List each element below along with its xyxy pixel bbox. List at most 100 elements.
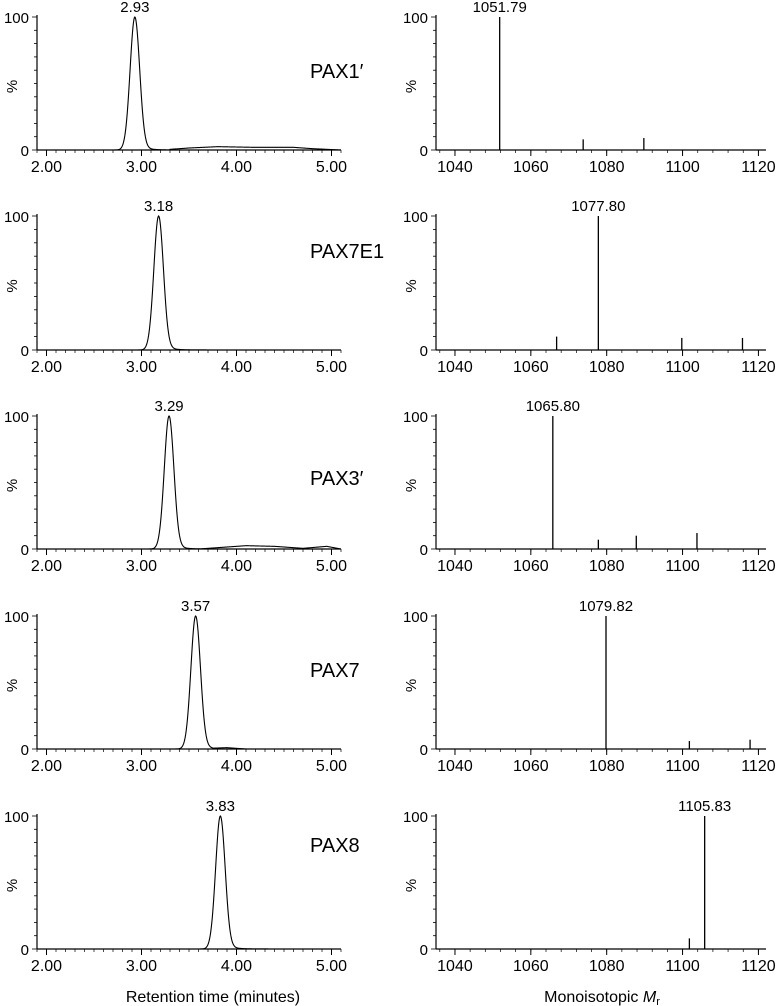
spectrum-xtick-label: 1120 (741, 958, 776, 975)
spectrum-xtick-label: 1120 (741, 359, 776, 376)
chromatogram-xtick-label: 4.00 (221, 758, 252, 775)
spectrum-xtick-label: 1080 (589, 359, 625, 376)
chromatogram-xtick-label: 4.00 (221, 558, 252, 575)
chromatogram-ytick-label: 0 (21, 542, 29, 559)
spectrum-ytick-label: 100 (403, 209, 428, 226)
chromatogram-xtick-label: 3.00 (126, 159, 157, 176)
chromatogram-xtick-label: 4.00 (221, 958, 252, 975)
spectrum-peak-label: 1079.82 (579, 598, 633, 615)
chromatogram-ylabel: % (4, 80, 21, 93)
sample-label: PAX3′ (310, 468, 364, 490)
chromatogram-ylabel: % (4, 879, 21, 892)
chromatogram-xtick-label: 3.00 (126, 758, 157, 775)
row-1: 0 100% 2.00 3.00 4.00 5.00 2.93 PAX1′ 0 100% 1040 1… (4, 0, 776, 176)
chromatogram-xtick-label: 2.00 (31, 958, 62, 975)
spectrum-xtick-label: 1060 (513, 958, 549, 975)
chromatogram-ytick-label: 100 (4, 609, 29, 626)
x-axis-title-retention: Retention time (minutes) (126, 989, 300, 1006)
chromatogram-trace (37, 16, 342, 151)
chromatogram-trace (37, 415, 342, 550)
spectrum-ytick-label: 100 (403, 809, 428, 826)
spectrum-peak-label: 1077.80 (571, 198, 625, 215)
spectrum-xtick-label: 1060 (513, 758, 549, 775)
row-5: 0 100% 2.00 3.00 4.00 5.00 3.83 PAX8 0 100% 1040 10… (4, 798, 776, 975)
chromatogram-ytick-label: 100 (4, 209, 29, 226)
chromatogram-ytick-label: 100 (4, 10, 29, 27)
chromatogram-trace (37, 215, 341, 351)
chromatogram-xtick-label: 3.00 (126, 558, 157, 575)
chromatogram-xtick-label: 2.00 (31, 359, 62, 376)
chromatogram-ylabel: % (4, 679, 21, 692)
chromatogram-peak-label: 3.83 (206, 798, 235, 815)
spectrum-ylabel: % (403, 80, 420, 93)
spectrum-ytick-label: 0 (420, 143, 428, 160)
chromatogram-xtick-label: 5.00 (316, 359, 347, 376)
spectrum-xtick-label: 1100 (665, 159, 700, 176)
spectrum-xtick-label: 1040 (437, 958, 473, 975)
chromatogram-xtick-label: 4.00 (221, 159, 252, 176)
chromatogram-xtick-label: 3.00 (126, 958, 157, 975)
spectrum-ylabel: % (403, 479, 420, 492)
spectrum-xtick-label: 1060 (513, 159, 549, 176)
chromatogram-ytick-label: 100 (4, 409, 29, 426)
spectrum-ylabel: % (403, 879, 420, 892)
spectrum-xtick-label: 1100 (665, 958, 700, 975)
row-3: 0 100% 2.00 3.00 4.00 5.00 3.29 PAX3′ 0 100% 1040 1… (4, 398, 776, 575)
spectrum-xtick-label: 1120 (741, 758, 776, 775)
chromatogram-xtick-label: 5.00 (316, 159, 347, 176)
chromatogram-xtick-label: 2.00 (31, 558, 62, 575)
spectrum-ytick-label: 0 (420, 742, 428, 759)
spectrum-xtick-label: 1100 (665, 758, 700, 775)
chromatogram-xtick-label: 2.00 (31, 758, 62, 775)
chromatogram-ytick-label: 0 (21, 942, 29, 959)
spectrum-peak-label: 1051.79 (473, 0, 527, 16)
spectrum-xtick-label: 1100 (665, 359, 700, 376)
spectrum-ytick-label: 0 (420, 542, 428, 559)
spectrum-xtick-label: 1060 (513, 359, 549, 376)
chromatogram-ytick-label: 0 (21, 742, 29, 759)
chromatogram-peak-label: 2.93 (120, 0, 149, 16)
sample-label: PAX8 (310, 835, 360, 857)
spectrum-peak-label: 1105.83 (678, 798, 731, 815)
sample-label: PAX1′ (310, 61, 364, 83)
spectrum-xtick-label: 1100 (665, 558, 700, 575)
spectrum-ytick-label: 100 (403, 409, 428, 426)
spectrum-ytick-label: 0 (420, 343, 428, 360)
spectrum-xtick-label: 1120 (741, 558, 776, 575)
chromatogram-xtick-label: 5.00 (316, 558, 347, 575)
chromatogram-xtick-label: 2.00 (31, 159, 62, 176)
spectrum-xtick-label: 1040 (437, 159, 473, 176)
sample-label: PAX7E1 (310, 241, 384, 263)
chromatogram-ytick-label: 0 (21, 343, 29, 360)
chromatogram-peak-label: 3.18 (144, 198, 173, 215)
spectrum-ylabel: % (403, 279, 420, 292)
row-2: 0 100% 2.00 3.00 4.00 5.00 3.18 PAX7E1 0 100% 1040… (4, 198, 776, 376)
chromatogram-ytick-label: 0 (21, 143, 29, 160)
chromatogram-ytick-label: 100 (4, 809, 29, 826)
chromatogram-trace (37, 815, 341, 950)
spectrum-xtick-label: 1080 (589, 758, 625, 775)
chromatogram-peak-label: 3.57 (181, 598, 210, 615)
spectrum-ytick-label: 0 (420, 942, 428, 959)
spectrum-ytick-label: 100 (403, 10, 428, 27)
spectrum-xtick-label: 1040 (437, 359, 473, 376)
chromatogram-xtick-label: 5.00 (316, 958, 347, 975)
spectrum-xtick-label: 1060 (513, 558, 549, 575)
spectrum-xtick-label: 1080 (589, 159, 625, 176)
row-4: 0 100% 2.00 3.00 4.00 5.00 3.57 PAX7 0 100% 1040 10… (4, 598, 776, 775)
spectrum-ylabel: % (403, 679, 420, 692)
spectrum-xtick-label: 1040 (437, 758, 473, 775)
chromatogram-ylabel: % (4, 279, 21, 292)
chromatogram-xtick-label: 4.00 (221, 359, 252, 376)
spectrum-xtick-label: 1080 (589, 558, 625, 575)
chromatogram-xtick-label: 5.00 (316, 758, 347, 775)
spectrum-xtick-label: 1080 (589, 958, 625, 975)
spectrum-ytick-label: 100 (403, 609, 428, 626)
chromatogram-trace (37, 615, 341, 750)
spectrum-xtick-label: 1120 (741, 159, 776, 176)
chromatogram-xtick-label: 3.00 (126, 359, 157, 376)
x-axis-title-mass: Monoisotopic Mr (544, 989, 660, 1006)
spectrum-xtick-label: 1040 (437, 558, 473, 575)
sample-label: PAX7 (310, 660, 360, 682)
